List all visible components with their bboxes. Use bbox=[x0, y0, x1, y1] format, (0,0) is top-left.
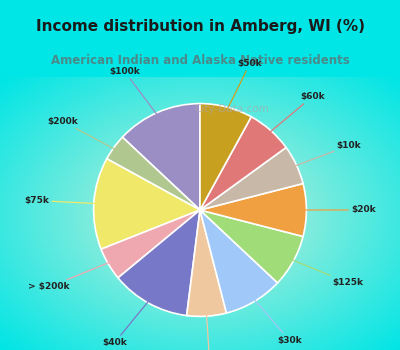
Text: $30k: $30k bbox=[250, 294, 302, 344]
Text: $75k: $75k bbox=[24, 196, 102, 205]
Wedge shape bbox=[200, 183, 306, 237]
Wedge shape bbox=[200, 210, 303, 283]
Wedge shape bbox=[200, 117, 286, 210]
Wedge shape bbox=[94, 159, 200, 249]
Text: $40k: $40k bbox=[102, 296, 153, 347]
Text: > $200k: > $200k bbox=[28, 260, 116, 292]
Wedge shape bbox=[101, 210, 200, 278]
Wedge shape bbox=[107, 137, 200, 210]
Text: $10k: $10k bbox=[288, 141, 361, 168]
Wedge shape bbox=[200, 104, 251, 210]
Wedge shape bbox=[118, 210, 200, 316]
Wedge shape bbox=[200, 210, 278, 313]
Text: City-Data.com: City-Data.com bbox=[194, 104, 269, 114]
Wedge shape bbox=[122, 104, 200, 210]
Text: $50k: $50k bbox=[224, 59, 262, 115]
Text: $125k: $125k bbox=[286, 257, 363, 287]
Text: American Indian and Alaska Native residents: American Indian and Alaska Native reside… bbox=[51, 54, 349, 66]
Wedge shape bbox=[187, 210, 226, 316]
Text: $150k: $150k bbox=[194, 308, 225, 350]
Text: Income distribution in Amberg, WI (%): Income distribution in Amberg, WI (%) bbox=[36, 20, 364, 34]
Text: $60k: $60k bbox=[265, 92, 324, 136]
Wedge shape bbox=[200, 147, 303, 210]
Text: $100k: $100k bbox=[109, 67, 161, 120]
Text: $20k: $20k bbox=[298, 205, 376, 215]
Text: $200k: $200k bbox=[47, 117, 121, 153]
